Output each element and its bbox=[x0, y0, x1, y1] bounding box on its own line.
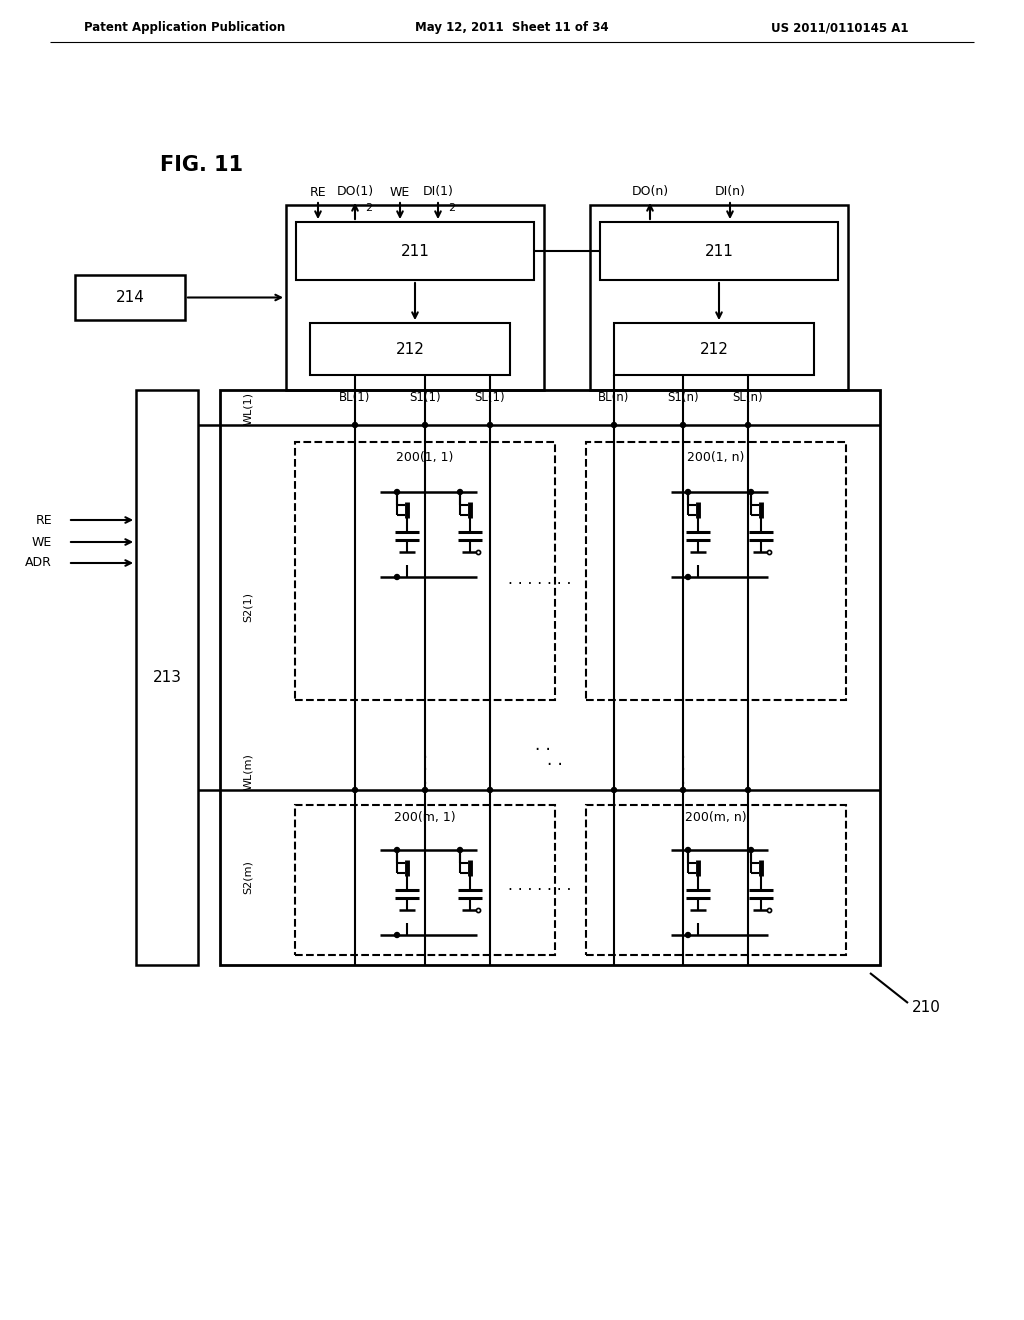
Bar bbox=[295, 805, 555, 954]
Circle shape bbox=[745, 422, 751, 428]
Bar bbox=[586, 442, 846, 700]
Text: US 2011/0110145 A1: US 2011/0110145 A1 bbox=[771, 21, 908, 34]
Circle shape bbox=[423, 422, 427, 428]
Text: FIG. 11: FIG. 11 bbox=[160, 154, 243, 176]
Bar bbox=[75, 275, 185, 319]
Circle shape bbox=[685, 932, 690, 937]
Text: DO(n): DO(n) bbox=[632, 186, 669, 198]
Circle shape bbox=[749, 490, 754, 495]
Circle shape bbox=[745, 788, 751, 792]
Text: WE: WE bbox=[32, 536, 52, 549]
Text: SL(n): SL(n) bbox=[733, 392, 763, 404]
Text: 213: 213 bbox=[153, 671, 181, 685]
Text: May 12, 2011  Sheet 11 of 34: May 12, 2011 Sheet 11 of 34 bbox=[415, 21, 609, 34]
Text: 200(m, 1): 200(m, 1) bbox=[394, 810, 456, 824]
Circle shape bbox=[749, 847, 754, 853]
Circle shape bbox=[611, 422, 616, 428]
Bar bbox=[296, 222, 534, 280]
Text: RE: RE bbox=[309, 186, 327, 198]
Bar bbox=[136, 389, 198, 965]
Text: 211: 211 bbox=[705, 243, 733, 259]
Text: .: . bbox=[680, 768, 686, 788]
Text: 211: 211 bbox=[400, 243, 429, 259]
Text: WE: WE bbox=[390, 186, 411, 198]
Text: S2(1): S2(1) bbox=[243, 593, 253, 623]
Text: . . . . . . .: . . . . . . . bbox=[508, 878, 571, 892]
Circle shape bbox=[394, 574, 399, 579]
Text: DI(n): DI(n) bbox=[715, 186, 745, 198]
Text: .: . bbox=[680, 742, 686, 762]
Bar bbox=[600, 222, 838, 280]
Text: WL(1): WL(1) bbox=[243, 392, 253, 425]
Text: 200(1, 1): 200(1, 1) bbox=[396, 451, 454, 465]
Circle shape bbox=[487, 422, 493, 428]
Bar bbox=[586, 805, 846, 954]
Text: 2: 2 bbox=[366, 203, 373, 213]
Text: . . . . . . .: . . . . . . . bbox=[508, 573, 571, 587]
Circle shape bbox=[423, 788, 427, 792]
Text: BL(n): BL(n) bbox=[598, 392, 630, 404]
Text: DI(1): DI(1) bbox=[423, 186, 454, 198]
Bar bbox=[614, 323, 814, 375]
Circle shape bbox=[487, 788, 493, 792]
Text: S2(m): S2(m) bbox=[243, 861, 253, 895]
Bar bbox=[220, 389, 880, 965]
Circle shape bbox=[458, 847, 463, 853]
Text: DO(1): DO(1) bbox=[337, 186, 374, 198]
Circle shape bbox=[394, 932, 399, 937]
Circle shape bbox=[681, 788, 685, 792]
Text: .: . bbox=[422, 755, 428, 775]
Text: 212: 212 bbox=[395, 342, 424, 356]
Text: S1(1): S1(1) bbox=[410, 392, 440, 404]
Text: . .: . . bbox=[547, 751, 563, 770]
Circle shape bbox=[685, 574, 690, 579]
Bar bbox=[286, 205, 544, 389]
Circle shape bbox=[458, 490, 463, 495]
Text: RE: RE bbox=[36, 513, 52, 527]
Circle shape bbox=[352, 788, 357, 792]
Bar bbox=[590, 205, 848, 389]
Circle shape bbox=[394, 490, 399, 495]
Text: WL(m): WL(m) bbox=[243, 754, 253, 789]
Text: .: . bbox=[680, 755, 686, 775]
Circle shape bbox=[394, 847, 399, 853]
Circle shape bbox=[685, 847, 690, 853]
Bar bbox=[310, 323, 510, 375]
Circle shape bbox=[681, 422, 685, 428]
Text: 200(m, n): 200(m, n) bbox=[685, 810, 746, 824]
Circle shape bbox=[352, 422, 357, 428]
Text: BL(1): BL(1) bbox=[339, 392, 371, 404]
Text: 214: 214 bbox=[116, 290, 144, 305]
Text: S1(n): S1(n) bbox=[668, 392, 698, 404]
Text: 2: 2 bbox=[449, 203, 456, 213]
Text: ADR: ADR bbox=[26, 557, 52, 569]
Bar bbox=[295, 442, 555, 700]
Text: 210: 210 bbox=[911, 1001, 940, 1015]
Text: Patent Application Publication: Patent Application Publication bbox=[84, 21, 286, 34]
Text: 212: 212 bbox=[699, 342, 728, 356]
Text: .: . bbox=[422, 742, 428, 762]
Circle shape bbox=[611, 788, 616, 792]
Circle shape bbox=[685, 490, 690, 495]
Text: .: . bbox=[422, 768, 428, 788]
Text: SL(1): SL(1) bbox=[475, 392, 505, 404]
Text: . .: . . bbox=[536, 737, 551, 754]
Text: 200(1, n): 200(1, n) bbox=[687, 451, 744, 465]
